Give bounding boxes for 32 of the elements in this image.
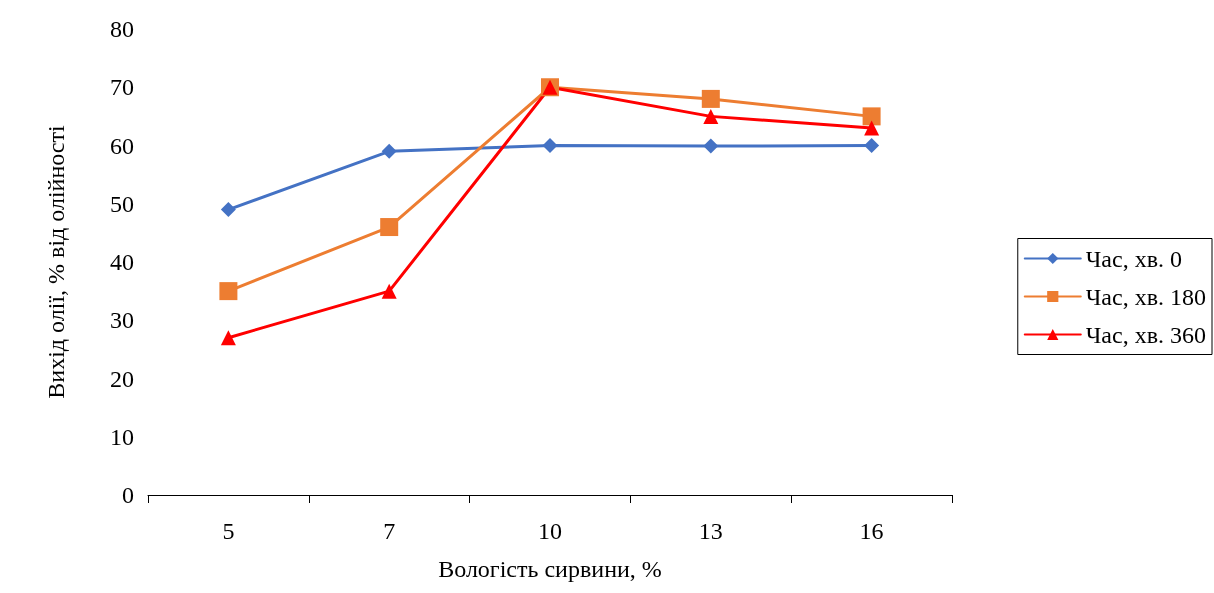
x-tick-label: 10 bbox=[538, 518, 562, 544]
legend-label: Час, хв. 180 bbox=[1085, 283, 1206, 310]
point bbox=[701, 89, 720, 108]
x-tick-label: 13 bbox=[698, 518, 723, 544]
point bbox=[381, 283, 397, 299]
point bbox=[219, 282, 238, 301]
y-tick-label: 70 bbox=[110, 74, 134, 101]
point bbox=[864, 120, 880, 136]
y-tick-label: 60 bbox=[110, 132, 134, 159]
x-tick-label: 5 bbox=[222, 518, 235, 544]
y-tick-label: 40 bbox=[110, 249, 134, 275]
point bbox=[542, 138, 558, 153]
point bbox=[864, 138, 880, 153]
y-tick-label: 30 bbox=[110, 307, 134, 334]
point bbox=[703, 138, 719, 154]
point bbox=[381, 143, 397, 159]
x-tick-label: 16 bbox=[859, 518, 884, 544]
point bbox=[220, 202, 236, 218]
legend-label: Час, хв. 360 bbox=[1085, 321, 1206, 348]
y-tick-label: 10 bbox=[110, 423, 134, 450]
point bbox=[703, 108, 719, 124]
y-axis-title: Вихід олії, % від олійності bbox=[43, 125, 69, 399]
y-tick-label: 0 bbox=[122, 482, 134, 508]
point bbox=[862, 107, 881, 126]
y-tick-label: 80 bbox=[110, 16, 134, 42]
x-axis-title: Вологість сирвини, % bbox=[438, 556, 662, 582]
y-tick-label: 50 bbox=[110, 190, 134, 217]
y-tick-label: 20 bbox=[110, 365, 134, 392]
point bbox=[220, 330, 236, 346]
legend-label: Час, хв. 0 bbox=[1085, 245, 1182, 272]
point bbox=[380, 218, 399, 237]
x-tick-label: 7 bbox=[383, 518, 396, 544]
